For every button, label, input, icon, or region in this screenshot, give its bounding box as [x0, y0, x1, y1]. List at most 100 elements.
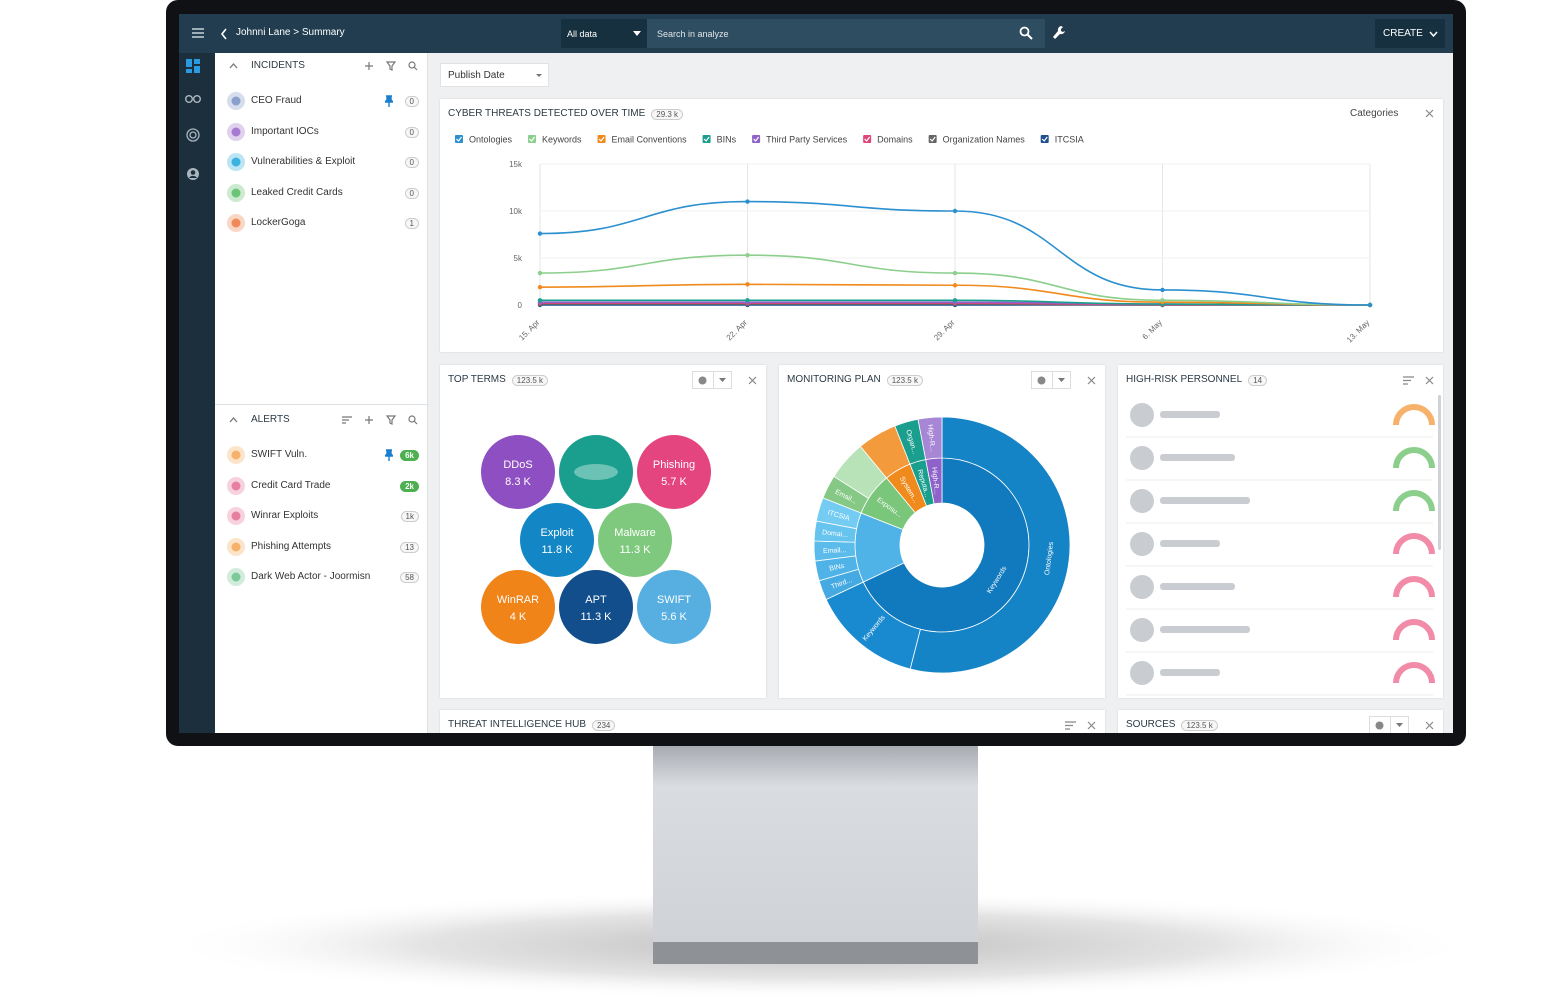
view-glyph — [1375, 721, 1384, 730]
term-bubble[interactable] — [481, 435, 555, 509]
list-item[interactable]: Credit Card Trade 2k — [215, 473, 427, 499]
list-item[interactable]: Winrar Exploits 1k — [215, 503, 427, 529]
legend-swatch — [1040, 135, 1049, 143]
item-icon — [227, 476, 245, 495]
add-icon[interactable] — [364, 415, 374, 425]
item-icon — [227, 122, 245, 141]
sort-icon[interactable] — [342, 415, 352, 425]
legend-item[interactable]: Domains — [863, 135, 913, 145]
view-icon — [1375, 721, 1384, 730]
categories-menu[interactable]: Categories — [1350, 108, 1399, 119]
close-icon[interactable] — [1425, 376, 1434, 385]
collapse-icon[interactable] — [229, 63, 238, 69]
legend-check — [703, 136, 710, 142]
list-item[interactable]: SWIFT Vuln. 6k — [215, 442, 427, 468]
legend-label: ITCSIA — [1055, 135, 1084, 145]
name-bar — [1160, 583, 1235, 590]
menu-icon[interactable] — [1065, 721, 1076, 730]
term-name: Exploit — [540, 527, 573, 539]
list-item[interactable]: Leaked Credit Cards 0 — [215, 180, 427, 206]
stand — [653, 746, 978, 946]
item-count: 6k — [400, 450, 419, 461]
list-item[interactable]: LockerGoga 1 — [215, 210, 427, 236]
scope-select[interactable]: All data — [561, 19, 647, 48]
list-item[interactable]: CEO Fraud 0 — [215, 88, 427, 114]
term-bubble[interactable] — [481, 570, 555, 644]
icon-rail — [179, 53, 215, 733]
wrench-icon[interactable] — [1052, 25, 1066, 41]
filter-icon[interactable] — [386, 415, 396, 425]
binoculars-icon[interactable] — [185, 92, 201, 104]
search-box[interactable]: Search in analyze — [647, 19, 1045, 48]
breadcrumb[interactable]: Johnni Lane > Summary — [236, 27, 345, 38]
close-icon[interactable] — [1087, 721, 1096, 730]
gauge — [1393, 447, 1435, 469]
menu-icon[interactable] — [1403, 376, 1414, 385]
point — [1367, 302, 1373, 308]
list-item[interactable]: Dark Web Actor - Joormisn 58 — [215, 564, 427, 590]
icon-dot — [231, 157, 241, 167]
term-bubble[interactable] — [559, 570, 633, 644]
term-bubble[interactable] — [520, 503, 594, 577]
term-bubble[interactable] — [637, 435, 711, 509]
close-icon[interactable] — [1087, 376, 1096, 385]
create-button[interactable]: CREATE — [1375, 19, 1445, 48]
term-bubble[interactable] — [637, 570, 711, 644]
legend-check — [929, 136, 936, 142]
term-bubble[interactable] — [598, 503, 672, 577]
view-toggle[interactable] — [692, 371, 732, 389]
pin-icon[interactable] — [385, 449, 393, 461]
stand-base — [653, 942, 978, 964]
segment-label: BINs — [829, 563, 846, 573]
legend-item[interactable]: Third Party Services — [752, 135, 848, 145]
search-icon[interactable] — [1019, 26, 1033, 40]
blurred-row — [1130, 618, 1435, 642]
user-icon[interactable] — [186, 167, 200, 181]
list-item[interactable]: Phishing Attempts 13 — [215, 534, 427, 560]
gauge — [1393, 490, 1435, 512]
filter-select[interactable]: Publish Date — [440, 63, 549, 87]
legend-item[interactable]: Organization Names — [928, 135, 1026, 145]
list-item[interactable]: Important IOCs 0 — [215, 119, 427, 145]
legend-item[interactable]: BINs — [702, 135, 737, 145]
back-icon[interactable] — [219, 27, 229, 41]
view-icon — [1037, 376, 1046, 385]
filter-icon[interactable] — [386, 61, 396, 71]
point — [952, 283, 958, 288]
term-count: 5.6 K — [661, 611, 687, 623]
caret-glyph — [1058, 378, 1065, 382]
icon-dot — [231, 96, 241, 106]
caret-glyph — [719, 378, 726, 382]
filter-label: Publish Date — [448, 70, 505, 81]
search-icon[interactable] — [408, 61, 418, 71]
pin-icon[interactable] — [385, 95, 393, 107]
view-toggle[interactable] — [1369, 716, 1409, 733]
term-name: Phishing — [653, 459, 695, 471]
radar-icon[interactable] — [186, 128, 200, 142]
close-icon[interactable] — [1425, 721, 1434, 730]
item-name: LockerGoga — [251, 217, 306, 228]
menu-icon[interactable] — [191, 26, 205, 40]
name-bar — [1160, 626, 1250, 633]
avatar — [1130, 661, 1154, 685]
collapse-icon[interactable] — [229, 417, 238, 423]
legend-item[interactable]: Keywords — [528, 135, 582, 145]
avatar — [1130, 489, 1154, 513]
list-item[interactable]: Vulnerabilities & Exploit 0 — [215, 149, 427, 175]
count-badge: 123.5 k — [1181, 720, 1218, 731]
legend-swatch — [863, 135, 872, 143]
close-icon[interactable] — [1425, 109, 1434, 118]
legend-item[interactable]: ITCSIA — [1040, 135, 1084, 145]
item-name: Leaked Credit Cards — [251, 186, 343, 198]
search-icon[interactable] — [408, 415, 418, 425]
add-icon[interactable] — [364, 61, 374, 71]
dashboard-icon[interactable] — [186, 59, 200, 73]
hub-card: THREAT INTELLIGENCE HUB 234 — [440, 710, 1105, 733]
search-glyph — [408, 61, 418, 71]
legend-item[interactable]: Email Conventions — [597, 135, 688, 145]
legend-item[interactable]: Ontologies — [455, 135, 513, 145]
close-icon[interactable] — [748, 376, 757, 385]
view-toggle[interactable] — [1031, 371, 1071, 389]
close-glyph — [1425, 721, 1434, 730]
scrollbar — [1438, 395, 1441, 550]
